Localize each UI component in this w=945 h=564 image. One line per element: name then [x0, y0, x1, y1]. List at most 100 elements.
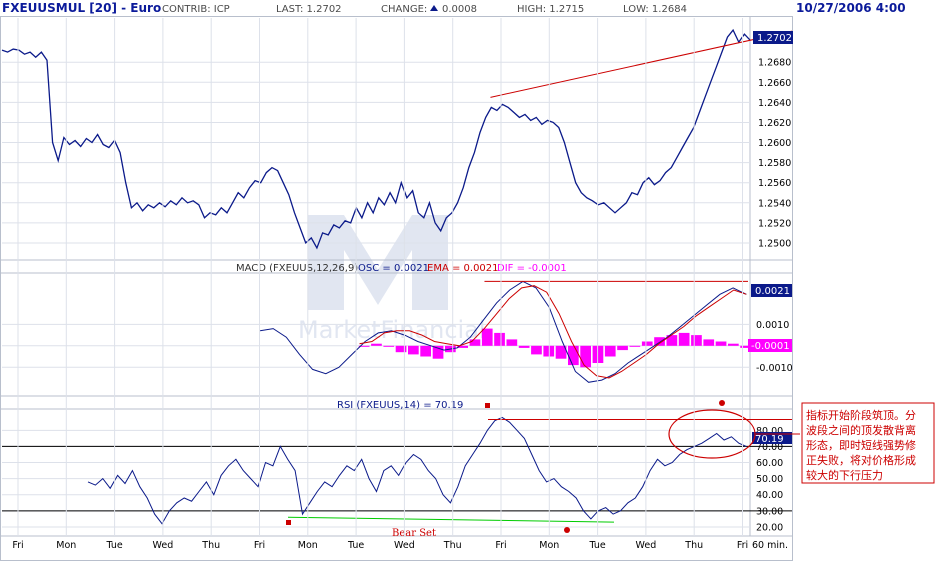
x-tick-label: Thu — [684, 540, 703, 551]
macd-label: MACD (FXEUUS,12,26,9) — [236, 263, 358, 274]
contrib-label: CONTRIB: ICP — [162, 4, 230, 15]
x-tick-label: Thu — [443, 540, 462, 551]
rsi-tick-label: 50.00 — [756, 474, 783, 485]
macd-histogram-bar — [518, 345, 530, 348]
rsi-y-axis: 20.00 30.00 40.00 50.00 60.00 70.00 80.00 — [756, 426, 783, 534]
rsi-badge: 70.19 — [752, 432, 792, 445]
macd-histogram-bar — [691, 335, 702, 346]
watermark-text: MarketFinancial — [298, 316, 486, 344]
price-tick-label: 1.2580 — [758, 158, 791, 169]
macd-histogram-bar — [469, 339, 481, 346]
timestamp: 10/27/2006 4:00 — [796, 1, 906, 15]
chart-frame — [0, 16, 793, 561]
change-up-icon — [430, 5, 438, 11]
time-unit-label: 60 min. — [752, 540, 788, 551]
price-tick-label: 1.2620 — [758, 118, 791, 129]
header-bar: FXEUUSMUL [20] - Euro CONTRIB: ICP LAST:… — [0, 0, 945, 16]
rsi-tick-label: 20.00 — [756, 522, 783, 533]
x-tick-label: Mon — [539, 540, 559, 551]
price-last-badge: 1.2702 — [753, 31, 793, 44]
rsi-top-marker — [485, 403, 490, 408]
rsi-top-dot — [719, 400, 725, 406]
price-tick-label: 1.2660 — [758, 78, 791, 89]
macd-histogram-bar — [420, 345, 431, 357]
price-tick-label: 1.2500 — [758, 238, 791, 249]
macd-histogram-bar — [383, 345, 395, 347]
macd-histogram-bar — [703, 339, 715, 346]
price-last-value: 1.2702 — [757, 33, 792, 44]
price-tick-label: 1.2680 — [758, 58, 791, 69]
price-series-line — [1, 28, 751, 250]
macd-histogram-bar — [358, 345, 370, 347]
macd-histogram-bar — [408, 345, 419, 355]
annotation-box: 指标开始阶段筑顶。分 波段之间的顶发散背离 形态，即时短线强势修 正失败，将对价… — [801, 402, 935, 484]
macd-histogram-bar — [543, 345, 555, 357]
rsi-support-line — [287, 516, 615, 523]
x-tick-label: Wed — [153, 540, 174, 551]
low-price: LOW: 1.2684 — [623, 4, 687, 15]
rsi-tick-label: 30.00 — [756, 506, 783, 517]
macd-tick-label: 0.0010 — [756, 320, 789, 331]
x-tick-label: Fri — [495, 540, 506, 551]
x-tick-label: Fri — [12, 540, 23, 551]
rsi-tick-label: 70.00 — [756, 442, 783, 453]
annotation-line-1: 指标开始阶段筑顶。分 — [806, 408, 916, 422]
x-tick-label: Fri — [737, 540, 748, 551]
macd-histogram-bar — [715, 341, 727, 346]
macd-histogram-bar — [395, 345, 407, 353]
x-tick-label: Mon — [298, 540, 318, 551]
macd-dif-label: DIF = -0.0001 — [497, 263, 567, 274]
annotation-line-2: 波段之间的顶发散背离 — [806, 423, 916, 437]
x-tick-label: Fri — [254, 540, 265, 551]
rsi-label: RSI (FXEUUS,14) = 70.19 — [337, 400, 463, 411]
macd-tick-label: -0.0010 — [756, 363, 793, 374]
last-price: LAST: 1.2702 — [276, 4, 342, 15]
rsi-bottom-marker — [286, 520, 291, 525]
x-tick-label: Tue — [588, 540, 605, 551]
macd-ema-line — [359, 285, 747, 379]
macd-histogram-bar — [568, 345, 579, 366]
macd-series-line — [260, 280, 747, 383]
rsi-badge-text: 70.19 — [755, 434, 784, 445]
macd-ema-label: EMA = 0.0021 — [427, 263, 499, 274]
high-price: HIGH: 1.2715 — [517, 4, 584, 15]
x-tick-label: Wed — [636, 540, 657, 551]
macd-dif-badge-text: -0.0001 — [751, 341, 790, 352]
symbol-title: FXEUUSMUL [20] - Euro — [2, 1, 161, 15]
rsi-tick-label: 40.00 — [756, 490, 783, 501]
rsi-tick-label: 60.00 — [756, 458, 783, 469]
macd-histogram-bar — [641, 341, 653, 346]
bear-set-label: Bear Set — [392, 528, 436, 539]
x-tick-label: Thu — [201, 540, 220, 551]
macd-histogram-bar — [617, 345, 628, 351]
x-tick-label: Tue — [347, 540, 364, 551]
price-gridlines — [2, 61, 750, 244]
macd-histogram-bar — [740, 345, 751, 348]
rsi-tick-label: 80.00 — [756, 426, 783, 437]
macd-histogram-bar — [728, 343, 739, 346]
macd-histogram-bar — [457, 345, 468, 348]
macd-badge-dif: -0.0001 — [748, 339, 792, 352]
macd-histogram-bar — [371, 343, 382, 346]
macd-histogram-bar — [678, 332, 690, 346]
macd-histogram-bar — [555, 345, 567, 359]
macd-histogram-bar — [432, 345, 444, 359]
x-tick-label: Mon — [56, 540, 76, 551]
macd-histogram-bar — [654, 337, 665, 346]
macd-title: MACD (FXEUUS,12,26,9) OSC = 0.0021 EMA =… — [236, 263, 567, 274]
x-tick-label: Wed — [394, 540, 415, 551]
price-tick-label: 1.2520 — [758, 218, 791, 229]
macd-histogram-bar — [481, 328, 493, 346]
price-tick-label: 1.2560 — [758, 178, 791, 189]
price-trendline — [490, 30, 793, 98]
price-y-axis: 1.2500 1.2520 1.2540 1.2560 1.2580 1.2600 1.26… — [758, 58, 791, 250]
rsi-level-lines — [2, 445, 792, 512]
macd-histogram-bar — [494, 332, 505, 346]
rsi-bottom-dot — [564, 527, 570, 533]
x-tick-label: Tue — [105, 540, 122, 551]
price-tick-label: 1.2640 — [758, 98, 791, 109]
watermark-logo: MarketFinancial — [298, 215, 486, 344]
macd-badge-osc: 0.0021 — [751, 284, 792, 297]
macd-histogram-bar — [506, 339, 518, 346]
